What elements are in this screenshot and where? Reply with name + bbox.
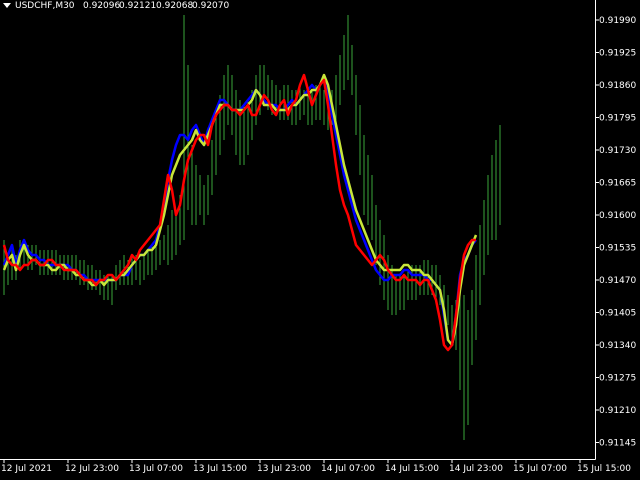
time-axis: 12 Jul 2021 12 Jul 23:00 13 Jul 07:00 13 Ju… <box>1 459 631 474</box>
chart-header: USDCHF,M30 0.92096 0.92121 0.92068 0.920… <box>3 1 229 11</box>
price-tick-label: 0.91925 <box>599 49 636 59</box>
price-tick-label: 0.91405 <box>599 309 636 319</box>
time-tick-label: 13 Jul 07:00 <box>129 464 183 474</box>
time-tick-label: 12 Jul 23:00 <box>65 464 119 474</box>
price-tick-label: 0.91145 <box>599 439 636 449</box>
high-price: 0.92121 <box>119 1 156 11</box>
series-line-red <box>2 73 476 352</box>
time-tick-label: 14 Jul 23:00 <box>449 464 503 474</box>
price-tick-label: 0.91990 <box>599 16 636 26</box>
open-price: 0.92096 <box>83 1 120 11</box>
time-tick-label: 13 Jul 23:00 <box>257 464 311 474</box>
moving-average-lines <box>2 73 478 352</box>
time-tick-label: 14 Jul 15:00 <box>385 464 439 474</box>
time-tick-label: 12 Jul 2021 <box>1 464 52 474</box>
price-axis: 0.91990 0.91925 0.91860 0.91795 0.91730 0.916… <box>595 16 636 449</box>
price-tick-label: 0.91470 <box>599 276 636 286</box>
price-tick-label: 0.91210 <box>599 406 636 416</box>
price-tick-label: 0.91340 <box>599 341 636 351</box>
triangle-down-icon[interactable] <box>3 3 11 8</box>
price-tick-label: 0.91275 <box>599 374 636 384</box>
time-tick-label: 13 Jul 15:00 <box>193 464 247 474</box>
price-tick-label: 0.91600 <box>599 211 636 221</box>
price-tick-label: 0.91535 <box>599 244 636 254</box>
symbol-label: USDCHF,M30 <box>15 1 75 11</box>
time-tick-label: 15 Jul 07:00 <box>513 464 567 474</box>
price-tick-label: 0.91860 <box>599 81 636 91</box>
time-tick-label: 15 Jul 15:00 <box>577 464 631 474</box>
price-tick-label: 0.91665 <box>599 179 636 189</box>
low-price: 0.92068 <box>156 1 193 11</box>
price-tick-label: 0.91795 <box>599 114 636 124</box>
price-tick-label: 0.91730 <box>599 146 636 156</box>
time-tick-label: 14 Jul 07:00 <box>321 464 375 474</box>
close-price: 0.92070 <box>192 1 229 11</box>
chart-frame <box>0 0 596 460</box>
